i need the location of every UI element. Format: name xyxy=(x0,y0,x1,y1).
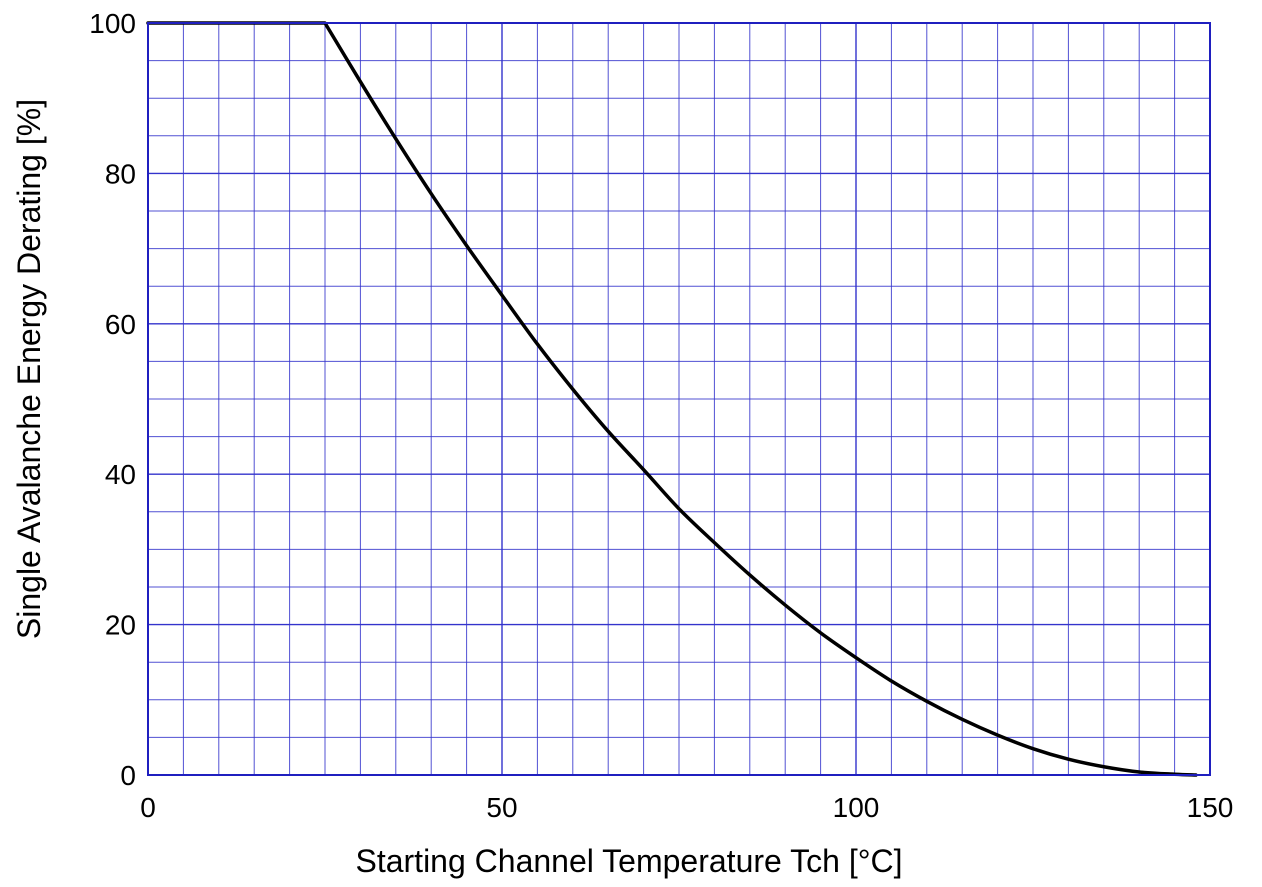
x-tick-label: 150 xyxy=(1187,792,1234,823)
series-line-layer xyxy=(146,21,1198,777)
y-tick-label: 40 xyxy=(105,459,136,490)
y-tick-label: 100 xyxy=(89,8,136,39)
x-tick-label: 50 xyxy=(486,792,517,823)
y-tick-label: 0 xyxy=(120,760,136,791)
tick-labels: 0 50 100 150 0 20 40 60 80 100 xyxy=(89,8,1233,823)
x-tick-label: 0 xyxy=(140,792,156,823)
y-tick-label: 80 xyxy=(105,158,136,189)
plot-frame xyxy=(147,22,1211,776)
y-tick-label: 60 xyxy=(105,309,136,340)
x-axis-title: Starting Channel Temperature Tch [°C] xyxy=(355,843,902,879)
y-tick-label: 20 xyxy=(105,610,136,641)
grid xyxy=(147,22,1211,776)
series-line-0 xyxy=(146,21,1198,777)
y-axis-title: Single Avalanche Energy Derating [%] xyxy=(11,99,47,639)
x-tick-label: 100 xyxy=(833,792,880,823)
